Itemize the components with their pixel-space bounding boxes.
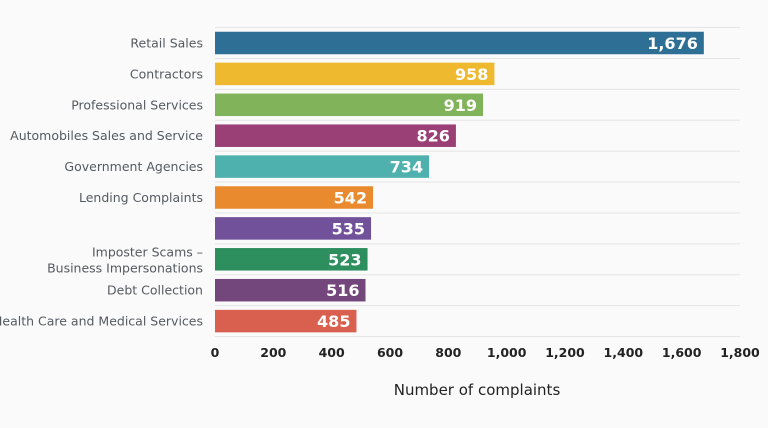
category-label: Health Care and Medical Services — [0, 314, 203, 329]
category-label: Retail Sales — [130, 36, 203, 51]
x-tick-label: 400 — [319, 345, 345, 360]
bar-value-label: 542 — [334, 189, 367, 208]
x-tick-label: 1,000 — [487, 345, 527, 360]
category-label: Automobiles Sales and Service — [10, 128, 203, 143]
bar — [215, 155, 430, 178]
bar-value-label: 523 — [328, 250, 361, 269]
bar — [215, 217, 372, 240]
bar-value-label: 1,676 — [647, 34, 698, 53]
bar-value-label: 919 — [444, 96, 477, 115]
bar-value-label: 826 — [417, 127, 450, 146]
x-tick-label: 600 — [377, 345, 403, 360]
x-axis-title: Number of complaints — [394, 381, 561, 399]
x-tick-label: 1,600 — [662, 345, 702, 360]
bar — [215, 93, 484, 117]
category-label: Lending Complaints — [79, 190, 203, 205]
bar — [215, 309, 357, 333]
bar-value-label: 734 — [390, 158, 423, 177]
bar-value-label: 958 — [455, 65, 488, 84]
bars: 1,676 958 919 826 734 542 535 523 516 485 — [215, 31, 704, 333]
bar — [215, 124, 456, 147]
bar — [215, 248, 368, 271]
x-tick-label: 1,200 — [545, 345, 585, 360]
bar — [215, 186, 374, 209]
bar-value-label: 535 — [332, 219, 365, 238]
category-label: Government Agencies — [64, 159, 203, 174]
x-axis-ticks: 0 200 400 600 800 1,000 1,200 1,400 1,600 1,800 — [211, 345, 760, 360]
category-label: Imposter Scams – Business Impersonations — [47, 244, 203, 275]
category-label: Debt Collection — [107, 283, 203, 298]
x-tick-label: 1,400 — [604, 345, 644, 360]
x-tick-label: 200 — [260, 345, 286, 360]
gridlines — [215, 27, 740, 338]
category-label: Professional Services — [71, 97, 203, 112]
bar — [215, 62, 495, 86]
x-tick-label: 800 — [435, 345, 461, 360]
x-tick-label: 1,800 — [720, 345, 760, 360]
bar-value-label: 485 — [317, 312, 350, 331]
bar — [215, 31, 704, 55]
x-tick-label: 0 — [211, 345, 220, 360]
category-labels: Retail Sales Contractors Professional Serv… — [0, 36, 203, 329]
bar — [215, 278, 366, 302]
bar-value-label: 516 — [326, 281, 359, 300]
category-label: Contractors — [130, 66, 203, 81]
